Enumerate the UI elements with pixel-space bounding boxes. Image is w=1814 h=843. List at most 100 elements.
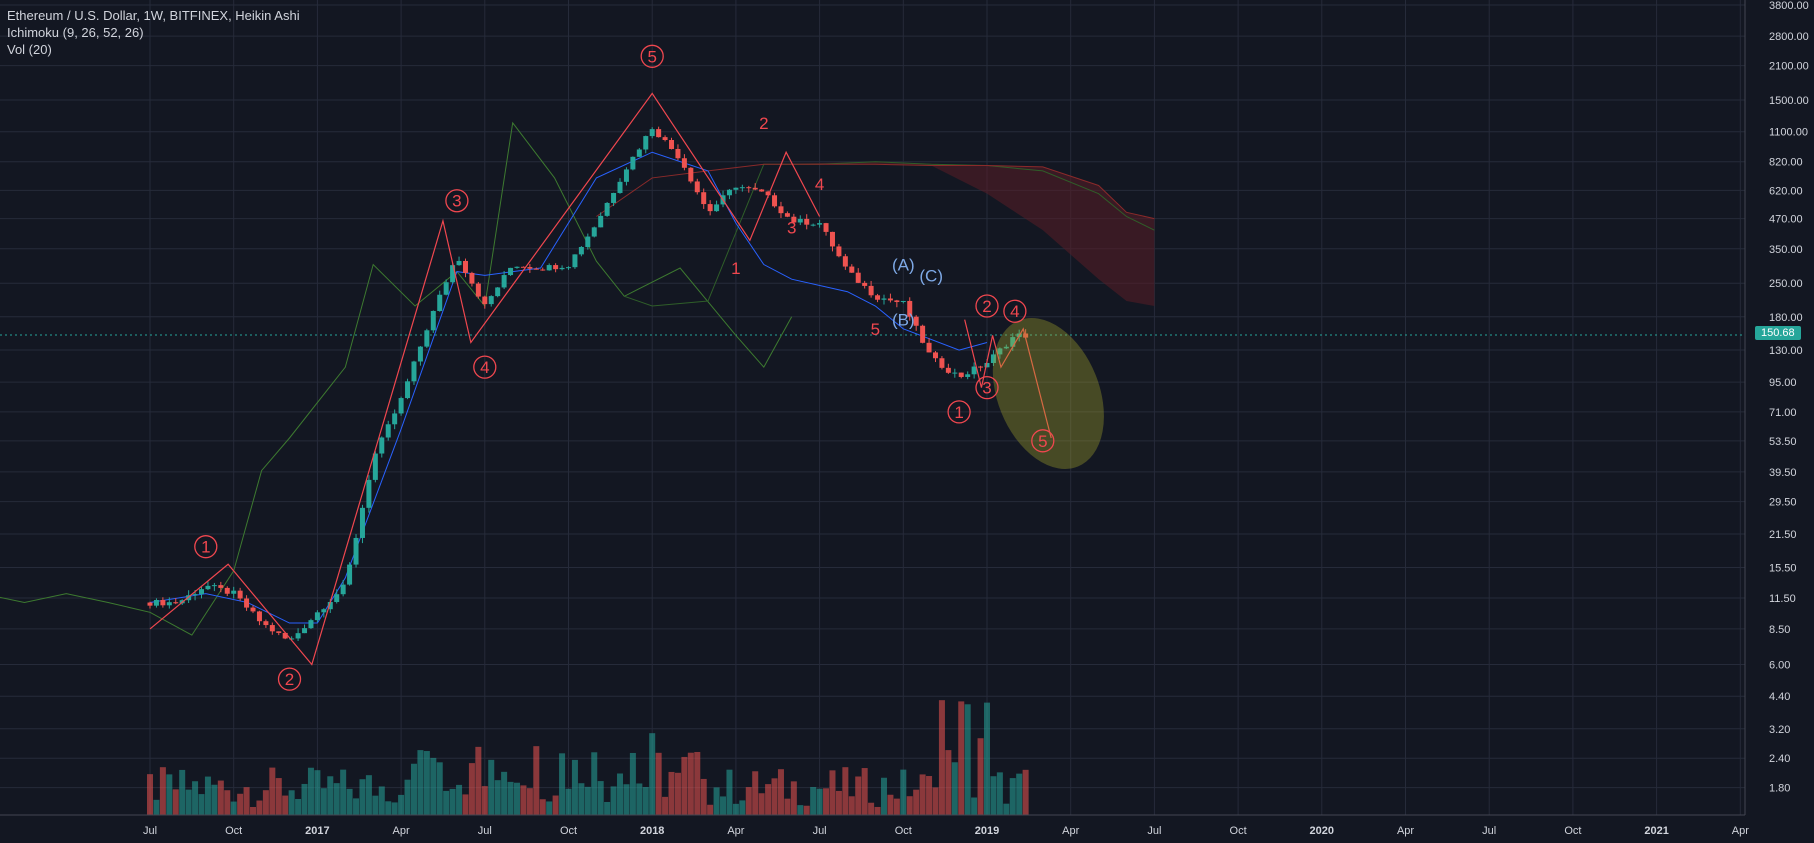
time-tick-label: 2017 — [305, 825, 329, 837]
candle-body — [450, 265, 456, 283]
time-tick-label: Oct — [895, 825, 912, 837]
candle-body — [430, 310, 436, 331]
candle-body — [372, 453, 378, 480]
time-tick-label: Jul — [813, 825, 827, 837]
ichimoku-legend[interactable]: Ichimoku (9, 26, 52, 26) — [7, 25, 144, 40]
target-zone — [992, 318, 1104, 469]
candle-body — [591, 227, 597, 237]
wave-label: 1 — [731, 259, 740, 278]
volume-bar — [887, 794, 894, 815]
volume-bar — [204, 776, 211, 815]
volume-bar — [224, 790, 231, 815]
volume-bar — [623, 784, 630, 815]
volume-bar — [417, 750, 424, 815]
candle-body — [314, 612, 320, 621]
volume-bar — [501, 771, 508, 815]
price-axis-bg — [1745, 0, 1814, 843]
candle-body — [920, 325, 926, 343]
volume-bar — [198, 794, 205, 815]
volume-bar — [353, 798, 360, 815]
volume-bar — [732, 803, 739, 815]
chart-legend: Ethereum / U.S. Dollar, 1W, BITFINEX, He… — [7, 7, 300, 58]
volume-bar — [784, 798, 791, 815]
candle-body — [765, 191, 771, 196]
volume-bar — [282, 795, 289, 815]
volume-bar — [1022, 769, 1029, 815]
candle-body — [881, 298, 887, 300]
volume-bar — [958, 701, 965, 815]
candle-body — [147, 602, 153, 606]
candle-body — [746, 187, 752, 189]
time-tick-label: 2021 — [1644, 825, 1668, 837]
volume-bar — [919, 774, 926, 815]
candle-body — [636, 149, 642, 157]
wave-label: (A) — [892, 256, 915, 275]
candle-body — [797, 218, 803, 223]
volume-bar — [713, 787, 720, 815]
candle-body — [688, 167, 694, 182]
time-tick-label: Apr — [1397, 825, 1414, 837]
volume-bar — [385, 801, 392, 815]
volume-bar — [166, 774, 173, 815]
time-tick-label: Oct — [1230, 825, 1247, 837]
candle-body — [224, 587, 230, 594]
candle-body — [302, 628, 308, 634]
candle-body — [817, 223, 823, 225]
volume-bar — [681, 756, 688, 815]
time-tick-label: Apr — [1732, 825, 1749, 837]
candle-body — [527, 267, 533, 269]
volume-legend[interactable]: Vol (20) — [7, 42, 52, 57]
candle-body — [739, 187, 745, 189]
candle-body — [256, 611, 262, 622]
volume-bar — [346, 788, 353, 815]
volume-bar — [964, 704, 971, 815]
symbol-title[interactable]: Ethereum / U.S. Dollar, 1W, BITFINEX, He… — [7, 8, 300, 23]
volume-bar — [900, 769, 907, 815]
price-tick-label: 4.40 — [1769, 691, 1790, 703]
candle-body — [520, 266, 526, 268]
price-tick-label: 3800.00 — [1769, 0, 1809, 12]
price-tick-label: 11.50 — [1769, 593, 1796, 605]
volume-bar — [938, 700, 945, 815]
volume-bar — [996, 772, 1003, 815]
candle-body — [900, 300, 906, 303]
candle-body — [295, 633, 301, 639]
volume-bar — [159, 767, 166, 815]
volume-bar — [314, 770, 321, 815]
candle-body — [347, 564, 353, 585]
candle-body — [340, 584, 346, 595]
volume-bar — [597, 781, 604, 815]
candle-body — [231, 590, 237, 594]
elliott-wave-impulse — [149, 92, 821, 666]
volume-bar — [835, 790, 842, 815]
volume-bar — [1009, 778, 1016, 815]
wave-label: 1 — [201, 538, 210, 557]
volume-bar — [610, 786, 617, 815]
volume-bar — [720, 796, 727, 815]
volume-bar — [243, 787, 250, 815]
candle-body — [398, 398, 404, 414]
candle-body — [417, 346, 423, 362]
volume-bar — [1003, 803, 1010, 815]
last-price-badge: 150.68 — [1755, 325, 1801, 340]
candle-body — [495, 287, 501, 297]
candle-body — [559, 267, 565, 270]
volume-bar — [359, 779, 366, 815]
volume-bar — [288, 790, 295, 815]
target-zone-ellipse — [992, 318, 1104, 469]
time-axis[interactable]: Jul Oct 2017 Apr Jul Oct 2018 Apr Jul Oct 2019 Apr J… — [0, 814, 1749, 837]
senkou-span-a — [624, 161, 1155, 307]
volume-bar — [539, 799, 546, 815]
wave-label-circle — [473, 355, 497, 379]
price-axis[interactable]: 3800.00 2800.00 2100.00 1500.00 1100.00 820.0… — [1744, 0, 1814, 843]
candle-body — [237, 590, 243, 599]
candle-body — [913, 316, 919, 326]
candle-body — [424, 330, 430, 347]
wave-label-circle — [975, 375, 999, 400]
candle-body — [250, 607, 256, 612]
price-tick-label: 2100.00 — [1769, 61, 1809, 73]
volume-bar — [147, 774, 153, 815]
volume-bar — [552, 795, 559, 815]
candle-body — [501, 275, 507, 288]
